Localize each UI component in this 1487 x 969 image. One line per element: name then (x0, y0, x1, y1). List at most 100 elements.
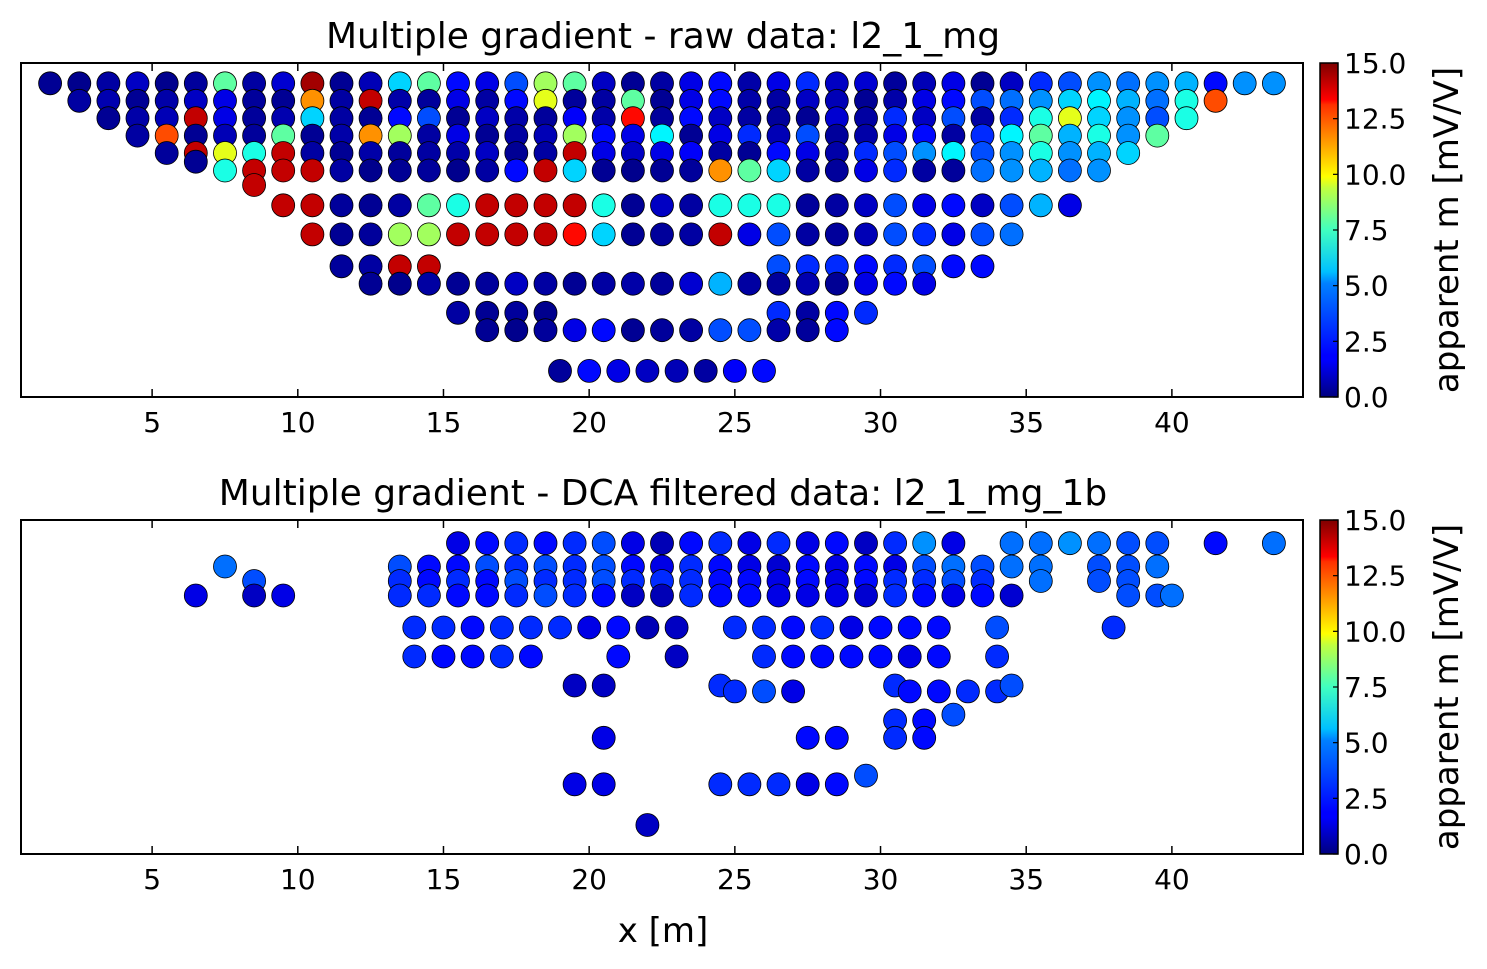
x-axis-raw: 5 10 15 20 25 30 35 40 (143, 63, 1190, 439)
colorbar-tick-label: 15.0 (1344, 47, 1406, 80)
scatter-point (635, 615, 660, 640)
scatter-point (533, 193, 558, 218)
x-tick-label: 40 (1154, 406, 1190, 439)
scatter-point (679, 531, 703, 556)
scatter-point (883, 531, 907, 556)
scatter-point (679, 222, 703, 247)
scatter-point (504, 222, 529, 247)
scatter-point (737, 222, 762, 247)
scatter-point (650, 271, 674, 296)
scatter-point (504, 193, 529, 218)
scatter-point (912, 222, 937, 247)
scatter-point (737, 772, 762, 797)
scatter-point (795, 318, 820, 343)
colorbar-tick-label: 10.0 (1344, 615, 1406, 648)
scatter-point (475, 158, 500, 183)
scatter-point (387, 222, 412, 247)
scatter-point (708, 193, 733, 218)
scatter-point (533, 531, 558, 556)
scatter-point (67, 88, 92, 113)
scatter-point (722, 358, 747, 383)
scatter-point (956, 679, 980, 704)
scatter-point (737, 271, 762, 296)
scatter-point (591, 158, 616, 183)
scatter-point (970, 222, 995, 247)
scatter-point (446, 531, 470, 556)
x-tick-label: 25 (717, 406, 753, 439)
colorbar-label-filtered: apparent m [mV/V] (1427, 524, 1467, 850)
scatter-point (475, 193, 500, 218)
scatter-point (752, 679, 776, 704)
scatter-point (416, 193, 441, 218)
scatter-point (708, 271, 733, 296)
scatter-point (475, 222, 500, 247)
scatter-point (897, 679, 922, 704)
x-tick-label: 20 (571, 406, 607, 439)
scatter-point (868, 615, 893, 640)
scatter-point (941, 583, 966, 608)
scatter-point (519, 615, 543, 640)
x-tick-label: 20 (571, 863, 607, 896)
scatter-point (839, 644, 864, 669)
scatter-point (650, 583, 674, 608)
scatter-point (402, 615, 427, 640)
scatter-point (766, 222, 791, 247)
scatter-point (635, 358, 660, 383)
colorbar-tick-label: 5.0 (1344, 270, 1389, 303)
scatter-point (562, 673, 587, 698)
scatter-point (766, 158, 791, 183)
scatter-point (562, 583, 587, 608)
scatter-point (664, 358, 689, 383)
scatter-point (795, 725, 820, 750)
scatter-point (533, 271, 558, 296)
scatter-point (504, 271, 529, 296)
plot-frame-filtered (20, 519, 1304, 855)
x-tick-label: 25 (717, 863, 753, 896)
x-tick-label: 30 (863, 863, 899, 896)
scatter-point (1028, 569, 1053, 593)
scatter-point (591, 318, 616, 343)
scatter-point (1087, 531, 1111, 556)
scatter-point (300, 158, 325, 183)
x-tick-label: 15 (426, 863, 462, 896)
scatter-point (489, 615, 514, 640)
scatter-point (854, 158, 878, 183)
scatter-point (650, 158, 674, 183)
scatter-point (795, 583, 820, 608)
scatter-point (621, 318, 645, 343)
panel-raw: Multiple gradient - raw data: l2_1_mg 5 1… (20, 16, 1467, 439)
scatter-point (824, 583, 849, 608)
scatter-point (548, 615, 572, 640)
scatter-point (562, 772, 587, 797)
scatter-point (446, 222, 470, 247)
scatter-point (1087, 569, 1111, 593)
scatter-point (387, 158, 412, 183)
scatter-point (475, 531, 500, 556)
colorbar-tick-label: 0.0 (1344, 381, 1389, 414)
scatter-point (897, 615, 922, 640)
scatter-point (591, 193, 616, 218)
scatter-point (416, 222, 441, 247)
scatter-point (999, 158, 1024, 183)
scatter-point (1203, 88, 1228, 113)
scatter-point (766, 531, 791, 556)
scatter-point (795, 531, 820, 556)
scatter-point (562, 222, 587, 247)
scatter-point (387, 583, 412, 608)
scatter-point (446, 300, 470, 325)
scatter-point (591, 673, 616, 698)
scatter-point (183, 149, 208, 174)
scatter-point (1145, 123, 1170, 148)
scatter-point (562, 271, 587, 296)
x-tick-label: 30 (863, 406, 899, 439)
scatter-point (1116, 531, 1141, 556)
scatter-point (941, 158, 966, 183)
scatter-point (999, 531, 1024, 556)
scatter-point (679, 583, 703, 608)
colorbar-label-raw: apparent m [mV/V] (1427, 67, 1467, 393)
scatter-point (519, 644, 543, 669)
scatter-point (839, 615, 864, 640)
scatter-point (970, 583, 995, 608)
scatter-point (781, 615, 805, 640)
colorbar-tick-label: 0.0 (1344, 838, 1389, 871)
